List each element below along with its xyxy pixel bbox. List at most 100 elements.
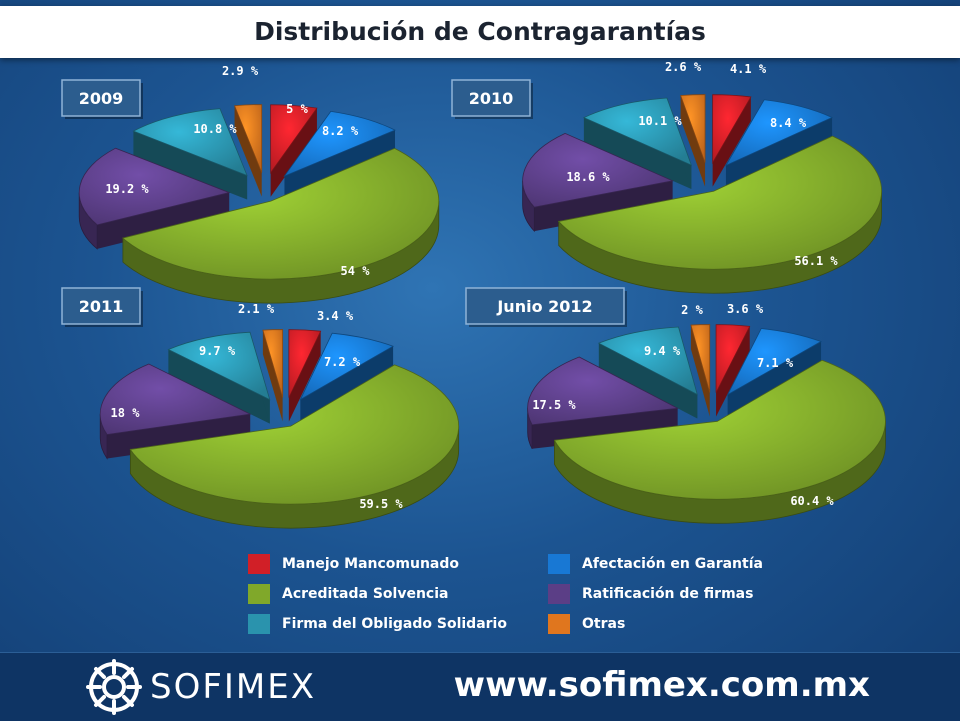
legend: Manejo Mancomunado Afectación en Garantí… <box>0 550 960 642</box>
chart-badge <box>451 79 531 117</box>
pie-slice-face <box>680 95 706 187</box>
pie-slice-face <box>727 341 822 419</box>
legend-swatch <box>248 584 270 604</box>
pie-slice-face <box>300 346 394 424</box>
legend-label: Firma del Obligado Solidario <box>282 616 507 632</box>
pie-slice <box>78 147 231 226</box>
pie-slice-face <box>270 108 317 197</box>
legend-swatch <box>248 554 270 574</box>
pie-data-label: 10.1 % <box>638 114 682 128</box>
pie-data-label: 9.7 % <box>199 344 236 358</box>
pie-data-label: 4.1 % <box>730 62 767 76</box>
legend-item-manejo: Manejo Mancomunado <box>248 552 459 576</box>
legend-label: Afectación en Garantía <box>582 556 763 572</box>
pie-slice-face <box>583 117 692 190</box>
website-link[interactable]: www.sofimex.com.mx <box>453 665 870 705</box>
chart-title: 2010 <box>469 89 514 108</box>
pie-data-label: 9.4 % <box>644 344 681 358</box>
legend-item-firma: Firma del Obligado Solidario <box>248 612 507 636</box>
pie-slice <box>299 332 395 401</box>
pie-slice <box>270 104 318 175</box>
pie-slice-face <box>534 180 673 232</box>
pie-data-label: 18.6 % <box>566 170 610 184</box>
pie-slice <box>288 329 322 398</box>
pie-data-label: 17.5 % <box>532 398 576 412</box>
pie-slice <box>129 364 460 505</box>
pie-data-label: 7.1 % <box>757 356 794 370</box>
chart-badge <box>61 79 141 117</box>
pie-data-label: 2.1 % <box>238 302 275 316</box>
logo-text: SOFIMEX <box>150 667 317 707</box>
chart-title: 2009 <box>79 89 124 108</box>
legend-swatch <box>548 584 570 604</box>
pie-slice-face <box>133 131 248 200</box>
pie-slice-face <box>234 105 262 197</box>
pie-slice-face <box>288 331 321 422</box>
pie-slice <box>122 147 440 280</box>
pie-slice <box>262 329 284 398</box>
pie-slice-face <box>598 343 698 419</box>
pie-slice <box>167 331 271 401</box>
pie-data-label: 2 % <box>681 303 703 317</box>
pie-slice <box>233 104 263 173</box>
pie-data-label: 3.4 % <box>317 309 354 323</box>
pie-chart-2: 2010 4.1 % 8.4 % 56.1 % 18.6 % 10.1 % 2.6 % <box>451 60 882 294</box>
pie-slice <box>715 324 751 393</box>
pie-slice <box>99 363 252 435</box>
legend-item-acreditada: Acreditada Solvencia <box>248 582 448 606</box>
chart-badge <box>465 287 625 325</box>
title-bar: Distribución de Contragarantías <box>0 6 960 58</box>
legend-item-afectacion: Afectación en Garantía <box>548 552 763 576</box>
pie-slice-face <box>284 130 396 201</box>
pie-chart-1: 2009 5 % 8.2 % 54 % 19.2 % 10.8 % 2.9 % <box>61 64 440 304</box>
legend-label: Manejo Mancomunado <box>282 556 460 572</box>
pie-slice-face <box>712 96 751 187</box>
pie-data-label: 60.4 % <box>790 494 834 508</box>
legend-swatch <box>548 614 570 634</box>
chart-title: Junio 2012 <box>496 297 592 316</box>
pie-data-label: 10.8 % <box>193 122 237 136</box>
pie-data-label: 8.2 % <box>322 124 359 138</box>
legend-item-otras: Otras <box>548 612 625 636</box>
pie-slice-face <box>262 330 283 422</box>
pie-data-label: 2.6 % <box>665 60 702 74</box>
pie-slice <box>557 135 882 270</box>
pie-data-label: 18 % <box>111 406 141 420</box>
pie-slice-face <box>716 326 750 417</box>
pie-slice <box>680 94 706 163</box>
legend-label: Ratificación de firmas <box>582 586 754 602</box>
legend-swatch <box>548 554 570 574</box>
footer: SOFIMEX www.sofimex.com.mx <box>0 652 960 721</box>
pie-charts: 2009 5 % 8.2 % 54 % 19.2 % 10.8 % 2.9 % 2010 4.1… <box>61 60 886 529</box>
legend-swatch <box>248 614 270 634</box>
pie-data-label: 54 % <box>341 264 371 278</box>
pie-slice <box>724 99 834 167</box>
pie-slice <box>582 97 693 166</box>
legend-label: Otras <box>582 616 626 632</box>
pie-slice <box>527 356 680 426</box>
pie-slice-face <box>97 192 230 249</box>
pie-data-label: 8.4 % <box>770 116 807 130</box>
sofimex-logo-icon <box>86 659 142 715</box>
legend-item-ratificacion: Ratificación de firmas <box>548 582 753 606</box>
pie-slice <box>597 326 698 396</box>
chart-badge <box>61 287 141 325</box>
chart-title: 2011 <box>79 297 124 316</box>
pie-slice <box>712 94 752 165</box>
pie-data-label: 7.2 % <box>324 355 361 369</box>
pie-data-label: 2.9 % <box>222 64 259 78</box>
pie-slice-face <box>690 325 710 417</box>
pie-slice <box>283 110 396 177</box>
pie-slice <box>522 132 674 208</box>
pie-data-label: 5 % <box>286 102 308 116</box>
pie-slice-face <box>168 349 270 424</box>
pie-data-label: 59.5 % <box>359 497 403 511</box>
pie-slice <box>726 328 823 396</box>
pie-slice-face <box>725 117 833 190</box>
pie-chart-4: Junio 2012 3.6 % 7.1 % 60.4 % 17.5 % 9.4 % 2 % <box>465 287 886 524</box>
pie-slice <box>690 324 711 393</box>
pie-data-label: 56.1 % <box>794 254 838 268</box>
pie-data-label: 19.2 % <box>105 182 149 196</box>
pie-slice <box>553 359 886 500</box>
legend-label: Acreditada Solvencia <box>282 586 449 602</box>
